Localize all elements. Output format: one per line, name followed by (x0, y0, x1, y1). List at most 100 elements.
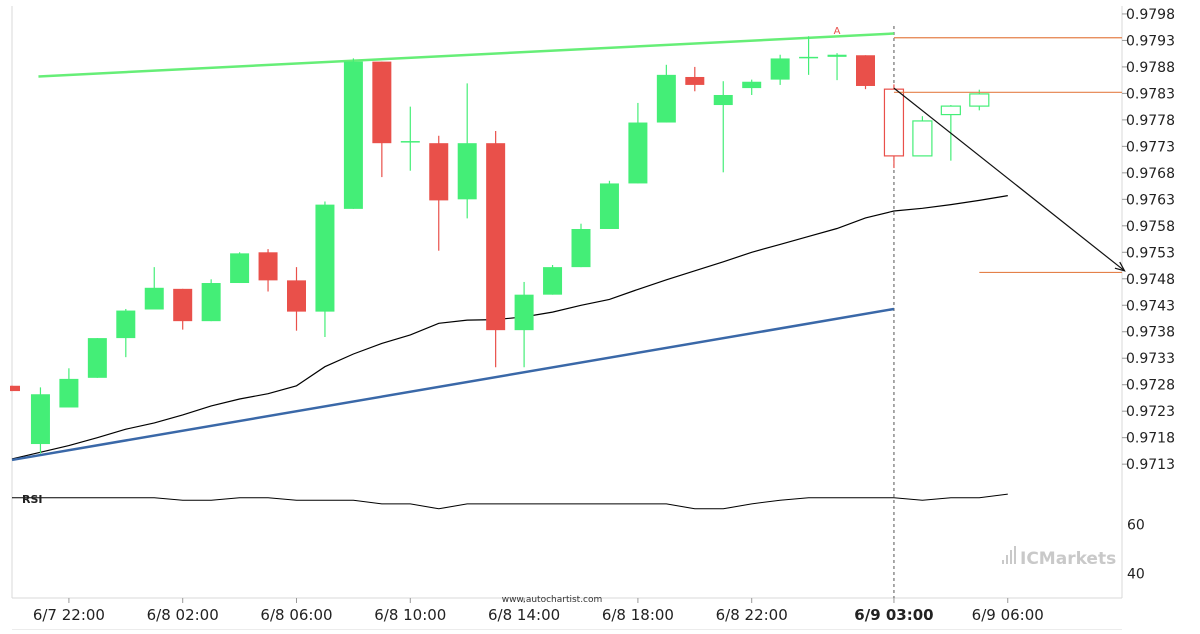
time-axis: 6/7 22:00 6/8 02:00 6/8 06:00 6/8 10:00 6/8 … (33, 598, 1044, 624)
candle (201, 279, 221, 322)
candle-body (59, 378, 79, 408)
candle (87, 338, 107, 378)
rsi-tick-label: 40 (1127, 567, 1145, 583)
candle (10, 385, 20, 392)
rsi-tick-label: 60 (1127, 518, 1145, 534)
watermark-url: www.autochartist.com (502, 595, 603, 605)
candle-body (230, 253, 250, 284)
time-tick-label: 6/8 10:00 (374, 606, 446, 624)
price-tick-label: 0.9718 (1126, 431, 1175, 447)
candle-body (514, 294, 534, 331)
candle (258, 249, 278, 292)
candle-body (856, 55, 875, 86)
trend-lines (11, 32, 895, 462)
candle (30, 387, 50, 454)
logo-bars-icon (1002, 546, 1016, 564)
candle (372, 61, 392, 178)
price-tick-label: 0.9758 (1126, 219, 1175, 235)
candle (770, 54, 790, 85)
candle-body (315, 204, 335, 312)
broker-logo-text: ICMarkets (1020, 549, 1116, 569)
rsi-label: RSI (22, 493, 43, 506)
candle (571, 223, 591, 268)
price-axis: 0.9798 0.9793 0.9788 0.9783 0.9778 0.9773 0.97… (1122, 7, 1175, 473)
price-tick-label: 0.9778 (1126, 113, 1175, 129)
candle (287, 267, 306, 331)
candle-body (87, 338, 107, 378)
candle (315, 201, 335, 338)
candle (599, 180, 619, 229)
candle (116, 308, 136, 358)
price-tick-label: 0.9773 (1126, 139, 1175, 155)
candle-body (713, 94, 733, 106)
candle-body (969, 93, 990, 107)
candles (10, 36, 990, 454)
rsi-line (12, 493, 1008, 510)
moving-average-line (11, 195, 1008, 460)
candle-body (457, 143, 477, 200)
price-tick-label: 0.9753 (1126, 245, 1175, 261)
time-tick-label: 6/8 14:00 (488, 606, 560, 624)
candle (457, 83, 477, 219)
pattern-marker-label: A (834, 26, 841, 37)
candle (799, 36, 819, 75)
candle (173, 288, 193, 330)
candle-body (827, 54, 847, 57)
candle-body (201, 283, 221, 322)
candle (400, 106, 420, 171)
price-tick-label: 0.9743 (1126, 298, 1175, 314)
candle (969, 89, 990, 111)
candle-body (486, 143, 506, 331)
candle-body (883, 88, 905, 157)
candle (912, 116, 933, 157)
candle-body (742, 81, 762, 89)
candle-body (940, 105, 961, 116)
time-tick-label: 6/7 22:00 (33, 606, 105, 624)
candle (685, 66, 705, 92)
price-tick-label: 0.9738 (1126, 325, 1175, 341)
time-tick-label: 6/8 22:00 (716, 606, 788, 624)
time-tick-label: 6/9 03:00 (854, 606, 933, 624)
price-tick-label: 0.9788 (1126, 60, 1175, 76)
price-tick-label: 0.9748 (1126, 272, 1175, 288)
price-tick-label: 0.9783 (1126, 86, 1175, 102)
time-tick-label: 6/8 06:00 (260, 606, 332, 624)
candle (343, 58, 363, 209)
time-tick-label: 6/8 02:00 (147, 606, 219, 624)
price-tick-label: 0.9768 (1126, 166, 1175, 182)
candle-body (429, 143, 449, 201)
price-tick-label: 0.9798 (1126, 7, 1175, 23)
candle-body (656, 74, 676, 123)
candle-body (258, 252, 278, 281)
candle-body (116, 310, 136, 339)
candle (514, 281, 534, 368)
price-tick-label: 0.9713 (1126, 457, 1175, 473)
time-tick-label: 6/9 06:00 (972, 606, 1044, 624)
candle-body (770, 58, 790, 80)
candle-body (343, 61, 363, 209)
candle (742, 79, 762, 95)
rsi-panel: 60 40 (12, 493, 1145, 583)
candle (628, 102, 648, 184)
candle (543, 265, 563, 295)
forecast-arrow-line (893, 87, 1125, 272)
candle (713, 81, 733, 173)
candle (429, 135, 449, 251)
price-tick-label: 0.9733 (1126, 351, 1175, 367)
candle (883, 84, 905, 169)
resistance-line (38, 32, 895, 78)
candle-body (571, 228, 591, 268)
time-tick-label: 6/8 18:00 (602, 606, 674, 624)
price-tick-label: 0.9763 (1126, 192, 1175, 208)
support-line (11, 307, 895, 462)
candle-body (30, 394, 50, 445)
forecast-arrow-head (1114, 261, 1126, 272)
candle (856, 55, 875, 90)
candle (656, 64, 676, 123)
candle-body (173, 288, 193, 322)
candle-body (287, 280, 306, 312)
candle (144, 267, 164, 310)
candle-body (372, 61, 392, 144)
